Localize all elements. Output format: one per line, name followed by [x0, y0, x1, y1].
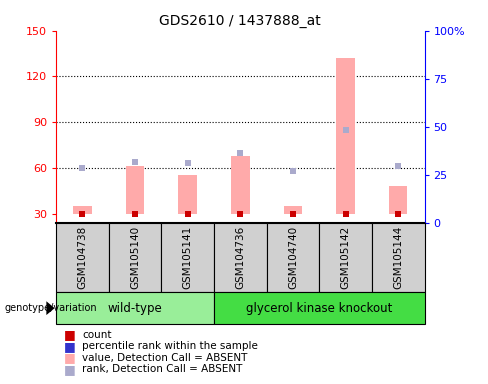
Text: GSM104738: GSM104738	[78, 226, 87, 289]
Bar	[214, 292, 425, 324]
Text: GSM104740: GSM104740	[288, 226, 298, 289]
Text: GSM104736: GSM104736	[235, 226, 245, 289]
Bar	[56, 292, 214, 324]
Text: glycerol kinase knockout: glycerol kinase knockout	[246, 302, 392, 314]
Text: GSM105144: GSM105144	[393, 226, 403, 289]
Bar	[231, 156, 249, 214]
Polygon shape	[46, 301, 55, 315]
Bar	[109, 223, 162, 292]
Text: wild-type: wild-type	[108, 302, 163, 314]
Text: GSM105140: GSM105140	[130, 226, 140, 289]
Bar	[284, 206, 302, 214]
Text: GSM105142: GSM105142	[341, 226, 350, 289]
Bar	[389, 186, 407, 214]
Bar	[336, 58, 355, 214]
Text: value, Detection Call = ABSENT: value, Detection Call = ABSENT	[82, 353, 247, 363]
Bar	[126, 166, 144, 214]
Text: count: count	[82, 330, 111, 340]
Text: percentile rank within the sample: percentile rank within the sample	[82, 341, 258, 351]
Text: ■: ■	[63, 340, 75, 353]
Text: genotype/variation: genotype/variation	[5, 303, 98, 313]
Text: ■: ■	[63, 328, 75, 341]
Bar	[319, 223, 372, 292]
Bar	[56, 223, 109, 292]
Text: ■: ■	[63, 363, 75, 376]
Text: GSM105141: GSM105141	[183, 226, 193, 289]
Bar	[266, 223, 319, 292]
Bar	[162, 223, 214, 292]
Title: GDS2610 / 1437888_at: GDS2610 / 1437888_at	[160, 14, 321, 28]
Text: rank, Detection Call = ABSENT: rank, Detection Call = ABSENT	[82, 364, 243, 374]
Bar	[179, 175, 197, 214]
Bar	[214, 223, 266, 292]
Text: ■: ■	[63, 351, 75, 364]
Bar	[372, 223, 425, 292]
Bar	[73, 206, 92, 214]
